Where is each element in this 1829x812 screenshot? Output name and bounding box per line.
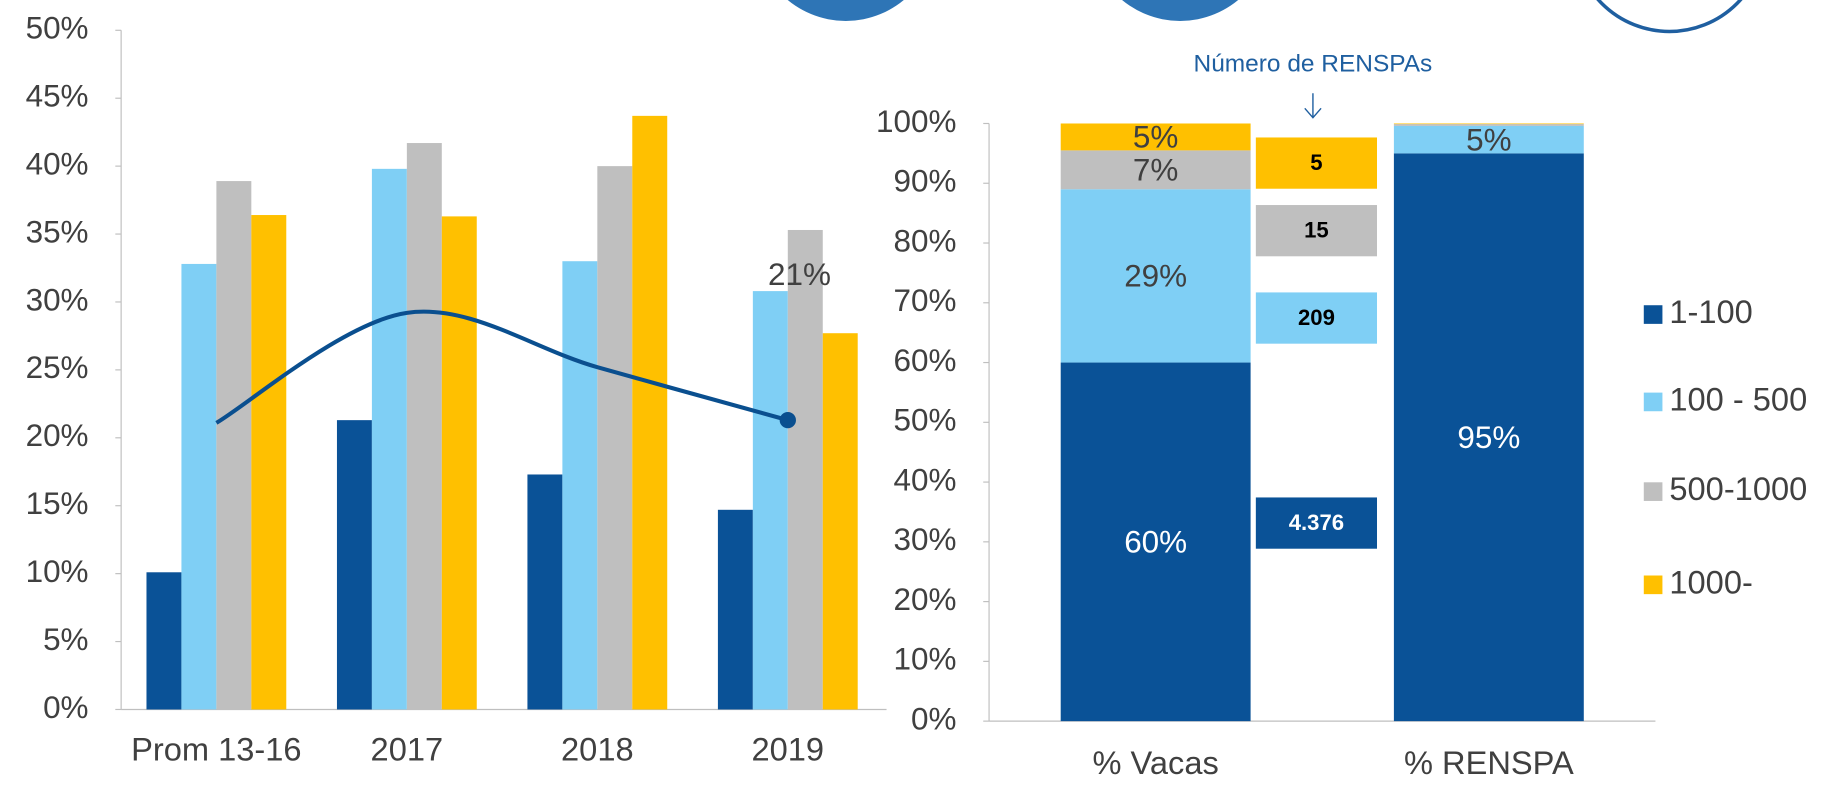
legend-swatch (1643, 305, 1663, 324)
count-label: 5 (1310, 150, 1322, 175)
count-box (1255, 137, 1378, 189)
bar-segment (1393, 124, 1584, 126)
bar (371, 168, 407, 710)
y-tick-label: 40% (26, 146, 89, 181)
bar-segment (1393, 123, 1584, 125)
data-label: 29% (1124, 259, 1187, 294)
y-tick-label: 50% (26, 11, 89, 46)
y-tick-label: 45% (26, 79, 89, 114)
x-tick-label: 2019 (751, 731, 825, 768)
y-tick-label: 0% (43, 690, 88, 725)
legend-swatch (1643, 482, 1663, 501)
bar (752, 291, 788, 710)
bar (181, 263, 217, 710)
y-tick-label: 70% (894, 283, 957, 318)
data-label: 21% (768, 257, 831, 292)
bar (216, 181, 252, 710)
y-tick-label: 20% (26, 418, 89, 453)
y-tick-label: 5% (43, 622, 88, 657)
count-label: 209 (1298, 305, 1335, 330)
count-label: 15 (1304, 218, 1329, 243)
count-box (1255, 497, 1378, 549)
legend-label: 100 - 500 (1669, 381, 1807, 418)
bar-segment (1060, 150, 1251, 190)
y-tick-label: 100% (876, 104, 956, 139)
y-tick-label: 20% (894, 582, 957, 617)
x-tick-label-box: 2018 (561, 731, 634, 768)
y-tick-label: 0% (911, 701, 956, 736)
y-tick-label: 30% (894, 522, 957, 557)
decor-circle (1122, 0, 1239, 21)
data-label: 5% (1466, 122, 1511, 157)
y-tick-label: 10% (894, 642, 957, 677)
bar (336, 420, 372, 710)
bar (406, 143, 442, 710)
y-tick-label: 30% (26, 282, 89, 317)
legend-swatch (1643, 575, 1663, 595)
y-tick-label: 90% (894, 164, 957, 199)
data-label: 95% (1457, 420, 1520, 455)
legend-label: 500-1000 (1669, 470, 1807, 507)
bar (251, 215, 287, 710)
data-label: 5% (1133, 120, 1178, 155)
bar (717, 509, 753, 710)
line (215, 309, 789, 425)
legend-swatch (1643, 392, 1663, 412)
bar (441, 216, 477, 710)
bar (822, 333, 858, 710)
marker (779, 411, 796, 429)
bar-segment (1060, 362, 1251, 722)
bar-segment (1060, 189, 1251, 363)
y-tick-label: 50% (894, 403, 957, 438)
bar (787, 229, 823, 710)
y-tick-label: 10% (26, 554, 89, 589)
y-tick-label: 80% (894, 223, 957, 258)
legend-label: 1-100 (1669, 293, 1752, 330)
x-tick-label-box: 2017 (370, 731, 444, 768)
data-label: 7% (1133, 152, 1178, 187)
decor-circle (787, 0, 904, 21)
x-tick-label: 2018 (561, 731, 634, 768)
x-tick-label-box: 2019 (751, 731, 825, 768)
bar (562, 261, 598, 710)
legend-label: 1000- (1669, 563, 1752, 600)
count-box (1255, 205, 1378, 257)
count-label: 4.376 (1289, 510, 1344, 535)
count-box (1255, 292, 1378, 344)
data-label: 60% (1124, 524, 1187, 559)
y-tick-label: 25% (26, 350, 89, 385)
y-tick-label: 40% (894, 462, 957, 497)
x-tick-label: % Vacas (1093, 744, 1219, 781)
bar-segment (1060, 123, 1251, 151)
x-tick-label-box: Prom 13-16 (131, 731, 302, 768)
annotation: Número de RENSPAs (1194, 51, 1433, 78)
x-tick-label: Prom 13-16 (131, 731, 302, 768)
bar-segment (1393, 153, 1584, 722)
y-tick-label: 35% (26, 214, 89, 249)
bar-segment (1393, 125, 1584, 154)
bar (597, 166, 633, 710)
arrow (1304, 93, 1322, 119)
bar (527, 474, 563, 710)
x-tick-label: % RENSPA (1404, 744, 1574, 781)
x-tick-label: 2017 (370, 731, 444, 768)
bar (146, 572, 182, 710)
y-tick-label: 60% (894, 343, 957, 378)
decor-circle (1596, 0, 1743, 34)
y-tick-label: 15% (26, 486, 89, 521)
bar (632, 115, 668, 710)
